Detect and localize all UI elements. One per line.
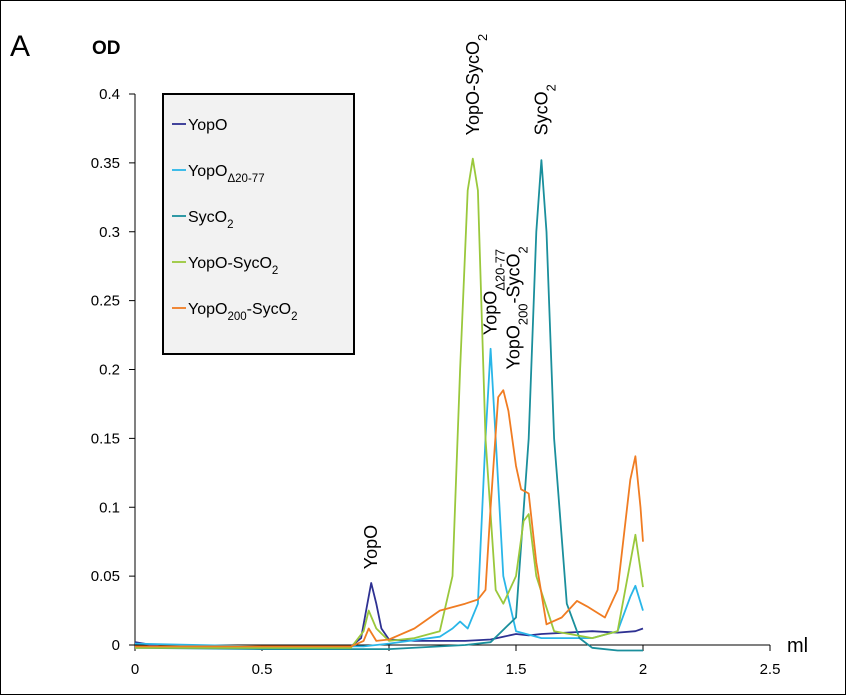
label-subscript: 2	[272, 265, 278, 277]
label-subscript: 200	[227, 311, 246, 323]
label-subscript: 200	[515, 303, 530, 325]
y-tick-label: 0.35	[91, 155, 120, 172]
label-subscript: 2	[474, 34, 489, 41]
legend-box	[162, 93, 355, 355]
x-axis-ticks: 0 0.5 1 1.5 2 2.5	[131, 645, 781, 678]
label-subscript: 2	[291, 311, 297, 323]
label-base: SycO	[188, 209, 227, 226]
y-tick-label: 0.25	[91, 293, 120, 310]
peak-annotation-1: YopO-SycO2	[463, 34, 490, 136]
label-base: YopO	[188, 117, 227, 134]
y-tick-label: 0.2	[99, 362, 120, 379]
y-tick-label: 0.4	[99, 86, 120, 103]
peak-annotation-4: YopO200-SycO2	[503, 246, 530, 369]
label-subscript: 2	[543, 84, 558, 91]
label-base: YopO-SycO	[188, 255, 272, 272]
y-tick-label: 0.05	[91, 568, 120, 585]
x-tick-label: 0.5	[252, 661, 273, 678]
x-tick-label: 0	[131, 661, 139, 678]
label-base: YopO	[188, 301, 227, 318]
y-axis-unit-label: OD	[92, 38, 121, 59]
series-line-2	[134, 159, 643, 652]
legend-items: YopOYopOΔ20-77SycO2YopO-SycO2YopO200-Syc…	[172, 117, 298, 323]
y-tick-label: 0.3	[99, 224, 120, 241]
legend: YopOYopOΔ20-77SycO2YopO-SycO2YopO200-Syc…	[162, 93, 355, 355]
label-suffix: -SycO	[503, 253, 523, 303]
y-axis-ticks: 0 0.05 0.1 0.15 0.2 0.25 0.3 0.35 0.4	[91, 86, 135, 654]
peak-annotation-2: SycO2	[531, 84, 558, 135]
legend-label-3: YopO-SycO2	[188, 255, 278, 277]
x-tick-label: 1.5	[506, 661, 527, 678]
label-base: YopO	[503, 325, 523, 369]
series-line-3	[135, 157, 644, 649]
y-tick-label: 0	[112, 637, 120, 654]
series-line-4	[135, 389, 644, 648]
label-base: YopO	[361, 525, 381, 569]
peak-annotation-0: YopO	[361, 525, 381, 569]
x-tick-label: 1	[385, 661, 393, 678]
x-axis-unit-label: ml	[787, 635, 808, 657]
y-tick-label: 0.1	[99, 499, 120, 516]
peak-annotation-3: YopOΔ20-77	[481, 249, 508, 335]
label-base: YopO	[481, 291, 501, 335]
x-tick-label: 2.5	[760, 661, 781, 678]
series-lines	[134, 157, 644, 652]
legend-label-0: YopO	[188, 117, 227, 134]
label-subscript: 2	[515, 246, 530, 253]
legend-label-1: YopOΔ20-77	[188, 163, 265, 185]
label-subscript: Δ20-77	[227, 173, 264, 185]
label-base: SycO	[531, 91, 551, 135]
label-subscript: 2	[227, 219, 233, 231]
legend-label-2: SycO2	[188, 209, 234, 231]
x-tick-label: 2	[639, 661, 647, 678]
legend-label-4: YopO200-SycO2	[188, 301, 298, 323]
panel-letter: A	[10, 30, 30, 63]
peak-annotations: YopOYopO-SycO2SycO2YopOΔ20-77YopO200-Syc…	[361, 34, 558, 570]
label-base: YopO-SycO	[463, 41, 483, 135]
y-tick-label: 0.15	[91, 430, 120, 447]
label-subscript: Δ20-77	[492, 249, 507, 291]
label-base: YopO	[188, 163, 227, 180]
series-line-0	[134, 582, 644, 648]
label-suffix: -SycO	[247, 301, 291, 318]
